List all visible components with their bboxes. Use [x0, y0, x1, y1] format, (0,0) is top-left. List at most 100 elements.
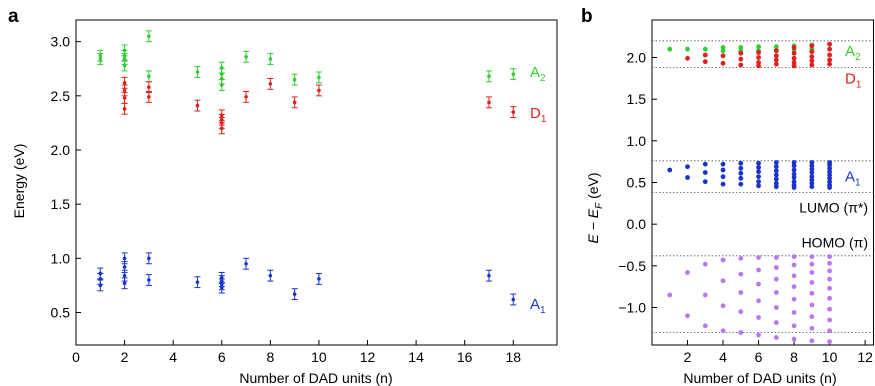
panel-b-data-point: [773, 180, 779, 186]
panel-b-data-point: [720, 167, 726, 173]
panel-a-y-tick-label: 2.0: [51, 142, 71, 158]
panel-b-data-point: [827, 317, 832, 323]
panel-a-x-tick-label: 14: [408, 349, 424, 365]
panel-a-x-tick-label: 2: [121, 349, 129, 365]
panel-b-data-point: [773, 184, 779, 190]
panel-b-data-point: [702, 46, 708, 52]
panel-b-y-axis-label-sub: F: [594, 202, 605, 209]
panel-b-y-axis-label-unit: (eV): [585, 172, 601, 202]
panel-b-data-point: [827, 339, 832, 345]
panel-b-data-point: [773, 335, 779, 340]
panel-b-data-point: [827, 268, 832, 274]
panel-b-data-point: [791, 273, 797, 279]
panel-a-data-point: [122, 256, 127, 261]
panel-b-data-point: [773, 305, 779, 310]
panel-a-data-point: [122, 265, 127, 269]
panel-b-x-tick-label: 6: [755, 349, 763, 365]
panel-a-data-point: [268, 273, 273, 278]
panel-b-plot-frame: [651, 19, 874, 346]
panel-b-data-point: [773, 44, 779, 50]
panel-a-series-A2: [97, 30, 517, 91]
panel-b-data-point: [756, 63, 761, 69]
panel-b-data-point: [756, 60, 761, 65]
panel-b-y-axis-label-main: E − E: [585, 208, 601, 243]
panel-a-data-point: [195, 70, 200, 74]
panel-b-data-point: [791, 171, 797, 177]
panel-b-data-point: [827, 61, 832, 67]
panel-b-data-point: [809, 261, 815, 267]
panel-a-plot-frame: [75, 19, 558, 346]
panel-b-data-point: [756, 50, 761, 55]
panel-b-data-point: [809, 62, 815, 68]
panel-b-data-point: [685, 270, 690, 275]
panel-b-data-point: [738, 56, 744, 62]
panel-b-data-point: [827, 175, 832, 181]
panel-b-data-point: [720, 328, 726, 334]
panel-a-y-tick-label: 2.5: [51, 88, 71, 104]
panel-b-data-point: [702, 261, 708, 267]
panel-a-data-point: [147, 34, 151, 39]
panel-b-data-point: [827, 162, 832, 168]
panel-b-data-point: [827, 165, 832, 171]
panel-b-data-point: [791, 262, 797, 268]
panel-b-data-point: [827, 260, 832, 266]
panel-b-x-tick-label: 12: [857, 349, 873, 365]
panel-b-data-point: [791, 50, 797, 56]
series-label-main: D: [530, 105, 541, 122]
panel-a-x-tick-label: 8: [266, 349, 274, 365]
panel-b-y-tick-label: 0.0: [627, 216, 647, 232]
panel-a-data-point: [122, 281, 127, 286]
panel-a-data-point: [219, 126, 224, 131]
panel-a-x-tick-label: 4: [169, 349, 177, 365]
level-label-main: D: [845, 70, 856, 87]
panel-b-data-point: [827, 179, 832, 185]
panel-b-data-point: [702, 170, 708, 175]
panel-b-data-point: [791, 296, 797, 302]
panel-b-data-point: [809, 43, 815, 49]
panel-b-data-point: [809, 302, 815, 308]
panel-a-series-label-D1: D1: [530, 105, 547, 125]
panel-a-data-point: [195, 280, 200, 284]
panel-b-data-point: [809, 180, 815, 186]
panel-b-series-A1: [667, 160, 832, 190]
panel-a-data-point: [511, 110, 516, 114]
panel-a-data-point: [244, 55, 248, 59]
panel-b-data-point: [702, 323, 708, 329]
panel-a-data-point: [317, 277, 321, 281]
panel-b-data-point: [720, 60, 726, 66]
panel-b-data-point: [720, 181, 726, 187]
panel-a-data-point: [122, 107, 127, 111]
panel-b-x-tick-label: 4: [719, 349, 727, 365]
panel-b-data-point: [756, 281, 761, 287]
series-label-main: A: [530, 296, 540, 313]
panel-b-x-tick-label: 10: [822, 349, 838, 365]
panel-b-data-point: [702, 52, 708, 58]
panel-a: a Energy (eV) Number of DAD units (n) 0 2…: [8, 6, 558, 386]
panel-b-data-point: [827, 328, 832, 334]
panel-b-data-point: [756, 55, 761, 60]
panel-b-data-point: [738, 50, 744, 56]
panel-b-y-tick-label: 1.5: [627, 91, 647, 107]
panel-b-level-label-A2: A2: [845, 43, 861, 63]
level-label-sub: 1: [856, 79, 862, 90]
panel-b-data-point: [791, 45, 797, 50]
panel-a-data-point: [122, 88, 127, 93]
panel-b-x-tick-label: 8: [790, 349, 798, 365]
panel-b-data-point: [791, 55, 797, 61]
panel-b-data-point: [756, 174, 761, 180]
panel-b-data-point: [756, 165, 761, 170]
panel-b-y-tick-label: −1.0: [618, 300, 646, 316]
panel-a-data-point: [147, 74, 151, 79]
panel-b-data-point: [720, 161, 726, 167]
panel-b-data-point: [809, 270, 815, 275]
panel-b-data-point: [773, 57, 779, 63]
panel-a-data-point: [511, 297, 516, 302]
panel-b-data-point: [738, 160, 744, 166]
panel-b-data-point: [809, 254, 815, 260]
panel-b-data-point: [791, 160, 797, 165]
panel-a-data-point: [98, 57, 103, 61]
panel-a-x-tick-label: 18: [505, 349, 521, 365]
panel-b-data-point: [702, 179, 708, 185]
panel-b-data-point: [685, 175, 690, 180]
panel-a-data-point: [147, 256, 151, 261]
